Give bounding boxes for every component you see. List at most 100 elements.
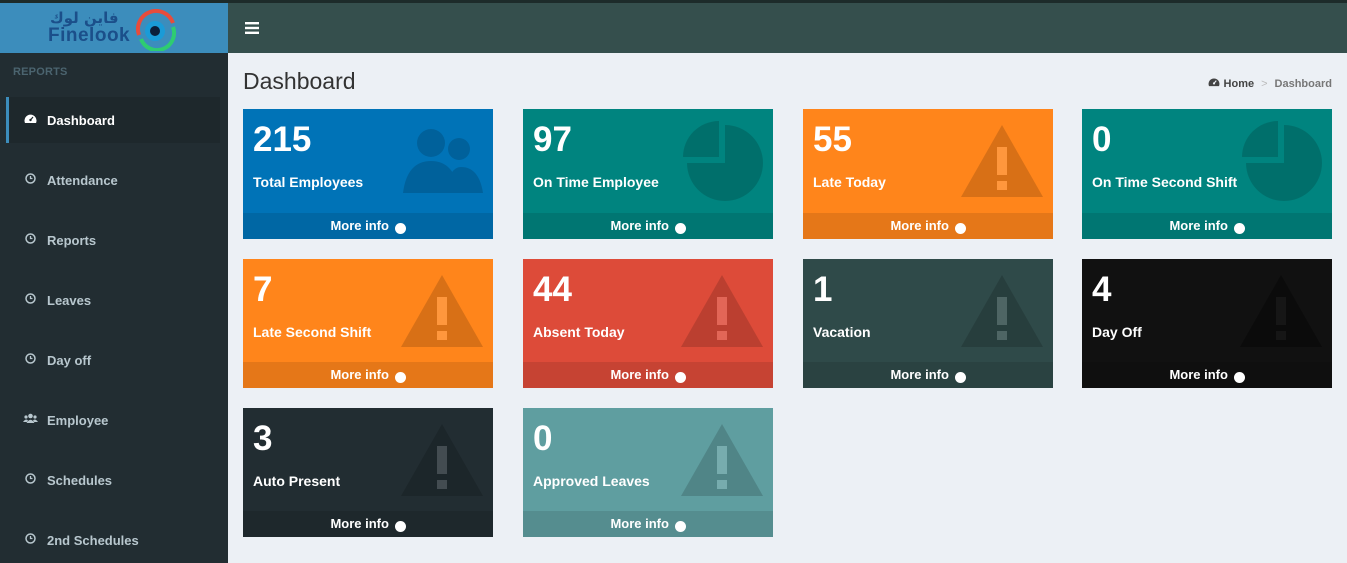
sidebar: REPORTS Dashboard Attendance Reports Lea… [0, 53, 228, 563]
breadcrumb: Home > Dashboard [1208, 77, 1332, 90]
sidebar-item-label: Schedules [47, 472, 113, 488]
card-value: 4 [1092, 270, 1112, 309]
card-approved-leaves: 0 Approved Leaves More info ▶ [523, 408, 773, 537]
warning-icon [401, 424, 483, 496]
more-info-link[interactable]: More info ▶ [243, 362, 493, 388]
card-value: 97 [533, 120, 572, 159]
card-late-second-shift: 7 Late Second Shift More info ▶ [243, 259, 493, 388]
clock-icon [23, 293, 37, 307]
warning-icon [961, 275, 1043, 347]
more-info-label: More info [1169, 218, 1228, 233]
card-label: Late Today [813, 174, 886, 190]
clock-icon [23, 473, 37, 487]
card-value: 0 [533, 419, 553, 458]
logo[interactable]: فاين لوك Finelook [0, 3, 228, 53]
breadcrumb-home-link[interactable]: Home [1223, 77, 1255, 90]
sidebar-item-label: 2nd Schedules [47, 532, 139, 548]
more-info-label: More info [610, 516, 669, 531]
logo-eye-icon [135, 9, 177, 51]
pie-chart-icon [1242, 121, 1322, 201]
pie-chart-icon [683, 121, 763, 201]
breadcrumb-current: Dashboard [1274, 77, 1332, 90]
warning-icon [401, 275, 483, 347]
arrow-circle-right-icon: ▶ [394, 521, 406, 532]
arrow-circle-right-icon: ▶ [954, 223, 966, 234]
arrow-circle-right-icon: ▶ [394, 372, 406, 383]
sidebar-item-label: Leaves [47, 292, 92, 308]
top-strip [0, 0, 1347, 3]
sidebar-item-reports[interactable]: Reports [6, 217, 220, 263]
sidebar-item-dashboard[interactable]: Dashboard [6, 97, 220, 143]
page-title: Dashboard [243, 68, 356, 94]
card-value: 3 [253, 419, 273, 458]
card-on-time-employee: 97 On Time Employee More info ▶ [523, 109, 773, 239]
clock-icon [23, 173, 37, 187]
arrow-circle-right-icon: ▶ [954, 372, 966, 383]
dashboard-icon [1208, 77, 1220, 90]
more-info-label: More info [890, 218, 949, 233]
more-info-link[interactable]: More info ▶ [523, 362, 773, 388]
users-icon [23, 413, 38, 427]
more-info-link[interactable]: More info ▶ [1082, 213, 1332, 239]
card-value: 55 [813, 120, 852, 159]
card-value: 0 [1092, 120, 1112, 159]
dashboard-icon [23, 113, 37, 127]
card-value: 7 [253, 270, 273, 309]
sidebar-item-label: Attendance [47, 172, 118, 188]
more-info-label: More info [890, 367, 949, 382]
arrow-circle-right-icon: ▶ [674, 372, 686, 383]
more-info-label: More info [330, 516, 389, 531]
arrow-circle-right-icon: ▶ [674, 521, 686, 532]
breadcrumb-separator: > [1261, 77, 1268, 90]
top-navbar [228, 3, 1347, 53]
more-info-label: More info [330, 367, 389, 382]
more-info-link[interactable]: More info ▶ [1082, 362, 1332, 388]
sidebar-item-attendance[interactable]: Attendance [6, 157, 220, 203]
users-icon [403, 129, 483, 193]
sidebar-item-schedules[interactable]: Schedules [6, 457, 220, 503]
more-info-link[interactable]: More info ▶ [243, 511, 493, 537]
arrow-circle-right-icon: ▶ [1233, 223, 1245, 234]
card-vacation: 1 Vacation More info ▶ [803, 259, 1053, 388]
arrow-circle-right-icon: ▶ [674, 223, 686, 234]
sidebar-item-day-off[interactable]: Day off [6, 337, 220, 383]
more-info-label: More info [330, 218, 389, 233]
more-info-link[interactable]: More info ▶ [803, 362, 1053, 388]
card-auto-present: 3 Auto Present More info ▶ [243, 408, 493, 537]
card-absent-today: 44 Absent Today More info ▶ [523, 259, 773, 388]
arrow-circle-right-icon: ▶ [1233, 372, 1245, 383]
more-info-label: More info [1169, 367, 1228, 382]
arrow-circle-right-icon: ▶ [394, 223, 406, 234]
warning-icon [681, 275, 763, 347]
card-label: Total Employees [253, 174, 364, 190]
card-total-employees: 215 Total Employees More info ▶ [243, 109, 493, 239]
sidebar-item-label: Reports [47, 232, 97, 248]
sidebar-item-employee[interactable]: Employee [6, 397, 220, 443]
card-label: On Time Employee [533, 174, 659, 190]
more-info-label: More info [610, 367, 669, 382]
card-label: Vacation [813, 324, 871, 340]
card-late-today: 55 Late Today More info ▶ [803, 109, 1053, 239]
more-info-link[interactable]: More info ▶ [803, 213, 1053, 239]
more-info-link[interactable]: More info ▶ [523, 511, 773, 537]
card-on-time-second-shift: 0 On Time Second Shift More info ▶ [1082, 109, 1332, 239]
clock-icon [23, 353, 37, 367]
more-info-link[interactable]: More info ▶ [523, 213, 773, 239]
card-value: 215 [253, 120, 312, 159]
more-info-label: More info [610, 218, 669, 233]
more-info-link[interactable]: More info ▶ [243, 213, 493, 239]
card-label: Absent Today [533, 324, 625, 340]
warning-icon [961, 125, 1043, 197]
clock-icon [23, 233, 37, 247]
hamburger-icon[interactable] [242, 17, 262, 39]
card-label: On Time Second Shift [1092, 174, 1238, 190]
sidebar-item-label: Day off [47, 352, 92, 368]
logo-english-text: Finelook [48, 25, 131, 46]
sidebar-item-label: Employee [47, 412, 109, 428]
card-value: 1 [813, 270, 833, 309]
sidebar-item-leaves[interactable]: Leaves [6, 277, 220, 323]
card-value: 44 [533, 270, 572, 309]
card-label: Day Off [1092, 324, 1142, 340]
warning-icon [1240, 275, 1322, 347]
sidebar-item-2nd-schedules[interactable]: 2nd Schedules [6, 517, 220, 563]
